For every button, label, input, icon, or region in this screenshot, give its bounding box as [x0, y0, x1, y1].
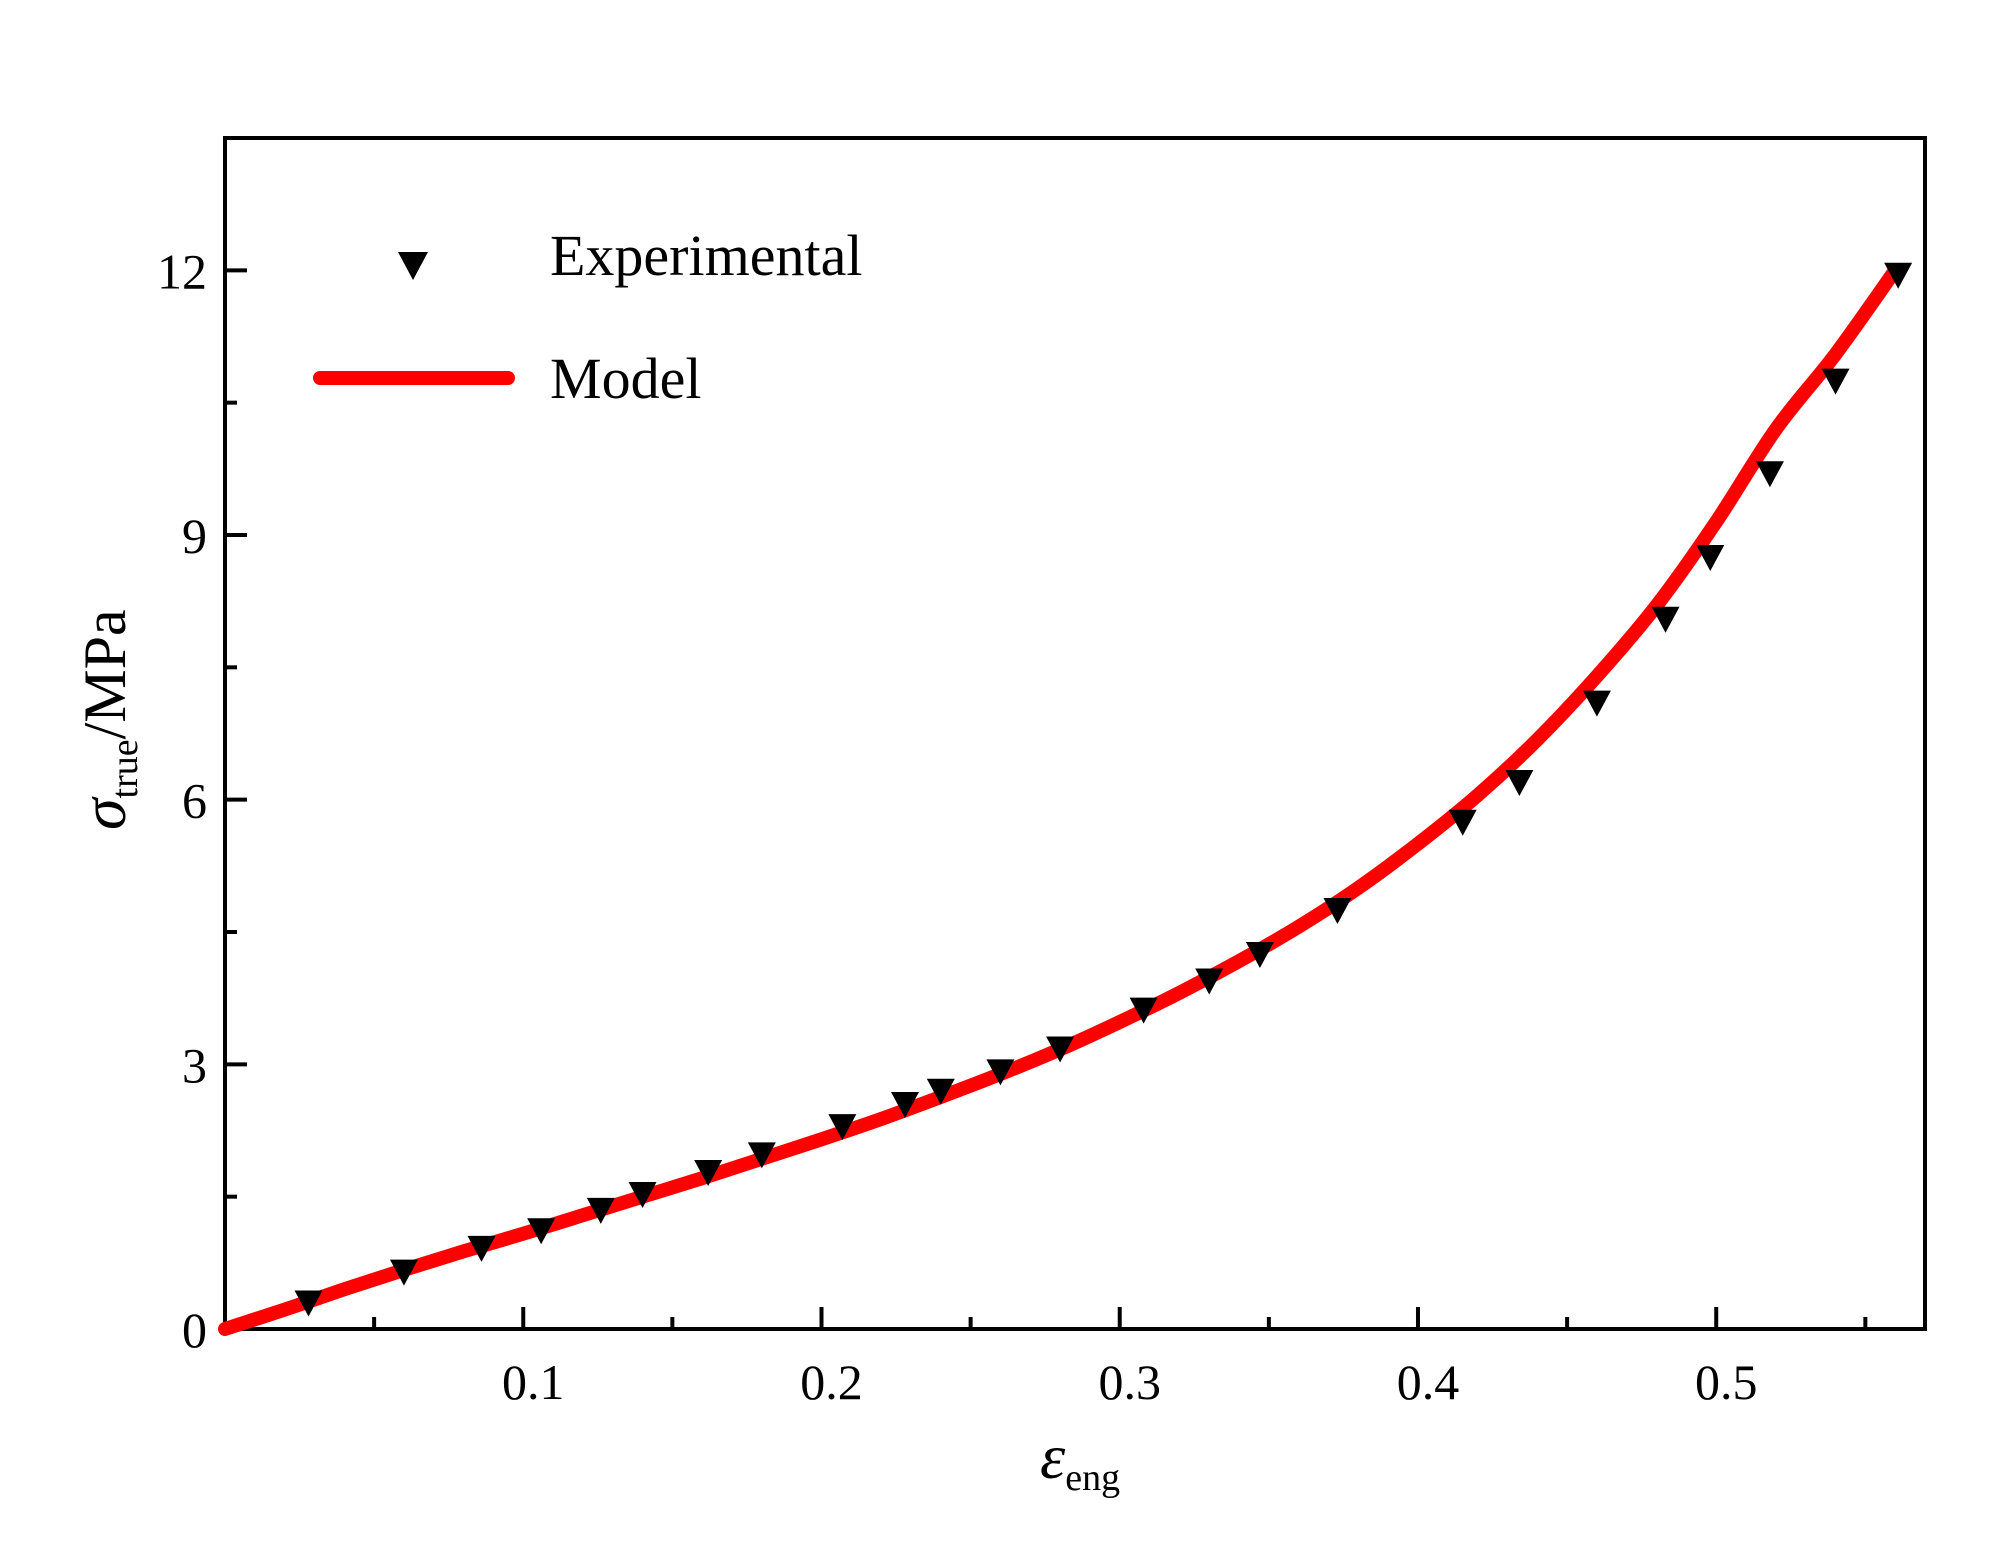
experimental-point: [294, 1290, 323, 1317]
model-line: [218, 263, 1903, 1336]
y-axis-title: σtrue/MPa: [68, 609, 146, 830]
experimental-point: [747, 1142, 776, 1169]
x-axis: 0.1 0.2 0.3 0.4 0.5: [372, 1307, 1868, 1410]
experimental-point: [628, 1182, 657, 1209]
experimental-point: [1505, 770, 1534, 797]
legend: Experimental Model: [313, 223, 862, 411]
model-series: [218, 263, 1903, 1336]
experimental-point: [1245, 942, 1274, 969]
experimental-point: [1046, 1036, 1075, 1063]
experimental-point: [1323, 897, 1352, 924]
y-tick-label: 3: [182, 1037, 207, 1093]
experimental-point: [891, 1092, 919, 1119]
legend-experimental-marker: [398, 252, 428, 280]
y-tick-label: 6: [182, 773, 207, 829]
y-axis-subscript: true: [104, 739, 146, 798]
y-tick-label: 12: [157, 243, 207, 299]
y-tick-label: 0: [182, 1302, 207, 1358]
experimental-point: [1755, 461, 1784, 488]
legend-experimental-label: Experimental: [550, 223, 862, 288]
experimental-point: [1821, 368, 1850, 395]
y-axis-unit: /MPa: [72, 609, 138, 739]
x-tick-label: 0.1: [502, 1354, 565, 1410]
x-axis-title: εeng: [1040, 1421, 1120, 1499]
experimental-point: [986, 1059, 1015, 1086]
y-axis-symbol: σ: [68, 796, 139, 830]
plot-frame: [223, 136, 1927, 1331]
experimental-point: [1195, 968, 1224, 995]
x-tick-label: 0.3: [1098, 1354, 1161, 1410]
x-tick-label: 0.4: [1397, 1354, 1460, 1410]
y-axis: 0 3 6 9 12: [157, 243, 247, 1358]
experimental-point: [828, 1114, 857, 1141]
x-tick-label: 0.5: [1695, 1354, 1758, 1410]
experimental-point: [1582, 690, 1611, 717]
experimental-point: [1696, 545, 1725, 572]
experimental-point: [1129, 997, 1158, 1024]
plot-area: [223, 136, 1927, 1331]
experimental-point: [694, 1159, 723, 1186]
x-axis-symbol: ε: [1040, 1421, 1066, 1492]
x-tick-label: 0.2: [800, 1354, 863, 1410]
legend-model-label: Model: [550, 346, 701, 411]
experimental-point: [389, 1259, 418, 1286]
experimental-series: [294, 262, 1913, 1317]
experimental-point: [1884, 262, 1913, 289]
experimental-point: [467, 1235, 496, 1262]
experimental-point: [1651, 606, 1680, 633]
y-tick-label: 9: [182, 508, 207, 564]
experimental-point: [1448, 809, 1477, 836]
experimental-point: [586, 1197, 615, 1224]
experimental-point: [926, 1078, 955, 1105]
x-axis-subscript: eng: [1065, 1457, 1120, 1499]
experimental-point: [527, 1218, 556, 1245]
